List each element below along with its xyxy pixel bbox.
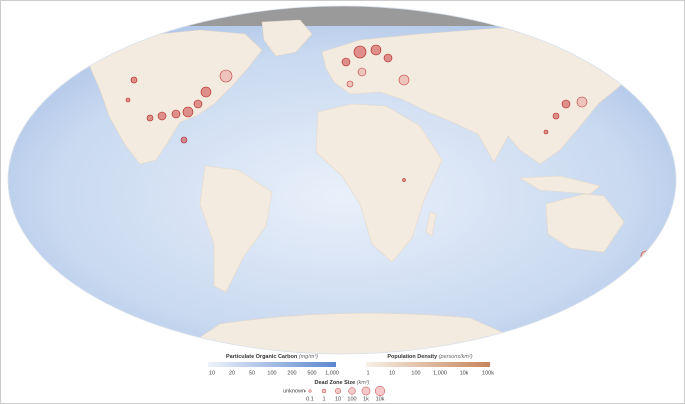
dead-zone (552, 112, 560, 120)
south-america (199, 165, 273, 293)
australia (545, 193, 625, 253)
legend-title: Dead Zone Size (km²) (314, 380, 369, 386)
size-label: 10 (335, 396, 341, 402)
dead-zone (346, 80, 354, 88)
dead-zone (370, 44, 382, 56)
tick-label: 200 (287, 370, 296, 376)
size-swatch (335, 388, 341, 394)
size-swatch (321, 388, 327, 394)
size-label: 1k (363, 396, 369, 402)
tick-label: 20 (229, 370, 235, 376)
dead-zone (543, 129, 549, 135)
dead-zones (125, 44, 652, 262)
tick-label: 10k (460, 370, 469, 376)
legend-title: Population Density (persons/km²) (387, 354, 472, 360)
dead-zone (402, 178, 406, 182)
dead-zone (219, 69, 233, 83)
dead-zone (125, 97, 131, 103)
color-bar (208, 362, 336, 367)
greenland (261, 19, 313, 57)
size-label: 10k (376, 396, 385, 402)
africa (315, 103, 443, 263)
tick-label: 1,000 (325, 370, 339, 376)
dead-zone (357, 67, 367, 77)
size-label: 0.1 (306, 396, 314, 402)
size-swatch (308, 389, 312, 393)
globe (8, 19, 676, 354)
dead-zone (576, 96, 588, 108)
tick-label: 50 (249, 370, 255, 376)
tick-labels: 1 10 100 1,000 10k 100k (366, 370, 494, 376)
tick-label: 100 (267, 370, 276, 376)
dead-zone (200, 86, 212, 98)
tick-label: 10 (389, 370, 395, 376)
tick-label: 1 (366, 370, 369, 376)
size-label: 100 (347, 396, 356, 402)
dead-zone (193, 99, 203, 109)
size-label: 1 (322, 396, 325, 402)
dead-zone (398, 74, 410, 86)
size-swatch (374, 385, 386, 397)
tick-label: 100 (411, 370, 420, 376)
dead-zone (182, 106, 194, 118)
madagascar (425, 211, 437, 237)
dead-zone (353, 45, 367, 59)
tick-label: 500 (307, 370, 316, 376)
dead-zone (130, 76, 138, 84)
size-swatch (361, 386, 371, 396)
dead-zone (157, 111, 167, 121)
legend-title: Particulate Organic Carbon (mg/m³) (226, 354, 318, 360)
tick-label: 10 (209, 370, 215, 376)
size-swatch (348, 387, 356, 395)
dead-zone (561, 99, 571, 109)
size-label: unknown (283, 388, 305, 394)
color-bar (366, 362, 490, 367)
indonesia (518, 175, 601, 195)
dead-zone (341, 57, 351, 67)
dead-zone (383, 53, 393, 63)
size-swatch (304, 390, 306, 392)
legend: Particulate Organic Carbon (mg/m³) 10 20 5… (208, 354, 494, 402)
dead-zone (146, 114, 154, 122)
globe-outline (7, 5, 677, 355)
tick-label: 1,000 (433, 370, 447, 376)
north-america (87, 29, 263, 165)
tick-label: 100k (482, 370, 494, 376)
tick-labels: 10 20 50 100 200 500 1,000 (209, 370, 339, 376)
dead-zone (180, 136, 188, 144)
dead-zone (171, 109, 181, 119)
